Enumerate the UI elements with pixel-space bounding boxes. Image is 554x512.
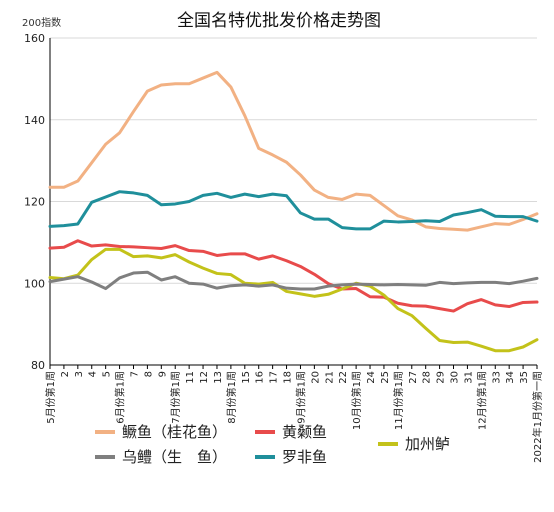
axes: 80 100 120 140 160 [24, 32, 537, 372]
legend-label: 鳜鱼（桂花鱼） [122, 423, 227, 441]
x-tick-label: 18 [283, 371, 294, 384]
x-tick-label: 15 [241, 371, 252, 384]
x-tick-label: 22 [338, 371, 349, 384]
x-tick-label: 5月份第1周 [44, 371, 57, 424]
chart-title: 全国名特优批发价格走势图 [177, 11, 381, 31]
x-tick-label: 28 [422, 371, 433, 384]
x-tick-label: 10月份第1周 [350, 371, 363, 430]
x-tick-label: 9 [157, 371, 168, 377]
legend-label: 黄颡鱼 [282, 423, 327, 441]
x-tick-label: 16 [255, 371, 266, 384]
x-tick-label: 11月份第1周 [392, 371, 405, 430]
x-axis-ticks: 5月份第1周 2 3 4 5 6月份第1周 7 8 9 7月份第1周 11 12 13 8月份第1周 15 1… [44, 365, 544, 463]
x-tick-label: 21 [324, 371, 335, 384]
x-tick-label: 5 [102, 371, 113, 377]
series-line [48, 70, 539, 232]
y-tick-label: 120 [24, 196, 45, 209]
y-tick-label: 160 [24, 32, 45, 45]
y-unit-label: 200指数 [22, 16, 61, 29]
series-layer [48, 70, 539, 353]
x-tick-label: 29 [436, 371, 447, 384]
x-tick-label: 17 [269, 371, 280, 384]
x-tick-label: 4 [88, 371, 99, 377]
x-tick-label: 3 [74, 371, 85, 377]
series-line [48, 239, 539, 313]
y-tick-label: 100 [24, 277, 45, 290]
series-line [48, 270, 539, 291]
x-tick-label: 11 [185, 371, 196, 384]
legend-label: 罗非鱼 [282, 448, 327, 466]
x-tick-label: 25 [380, 371, 391, 384]
x-tick-label: 6月份第1周 [114, 371, 127, 424]
x-tick-label: 13 [213, 371, 224, 384]
x-tick-label: 8 [143, 371, 154, 377]
x-tick-label: 8月份第1周 [225, 371, 238, 424]
series-line [48, 247, 539, 353]
x-tick-label: 2022年1月份第一周 [531, 371, 544, 463]
x-tick-label: 35 [519, 371, 530, 384]
x-tick-label: 12月份第1周 [475, 371, 488, 430]
x-tick-label: 2 [60, 371, 71, 377]
legend-label: 加州鲈 [405, 435, 450, 453]
legend-label: 乌鳢（生 鱼） [122, 448, 227, 466]
x-tick-label: 31 [463, 371, 474, 384]
y-tick-label: 140 [24, 114, 45, 127]
series-line [48, 190, 539, 231]
x-tick-label: 20 [310, 371, 321, 384]
x-tick-label: 34 [505, 371, 516, 384]
y-tick-label: 80 [31, 359, 45, 372]
x-tick-label: 30 [450, 371, 461, 384]
x-tick-label: 24 [366, 371, 377, 384]
x-tick-label: 12 [199, 371, 210, 384]
x-tick-label: 27 [408, 371, 419, 384]
x-tick-label: 7 [129, 371, 140, 377]
x-tick-label: 7月份第1周 [169, 371, 182, 424]
x-tick-label: 9月份第1周 [294, 371, 307, 424]
x-tick-label: 33 [491, 371, 502, 384]
